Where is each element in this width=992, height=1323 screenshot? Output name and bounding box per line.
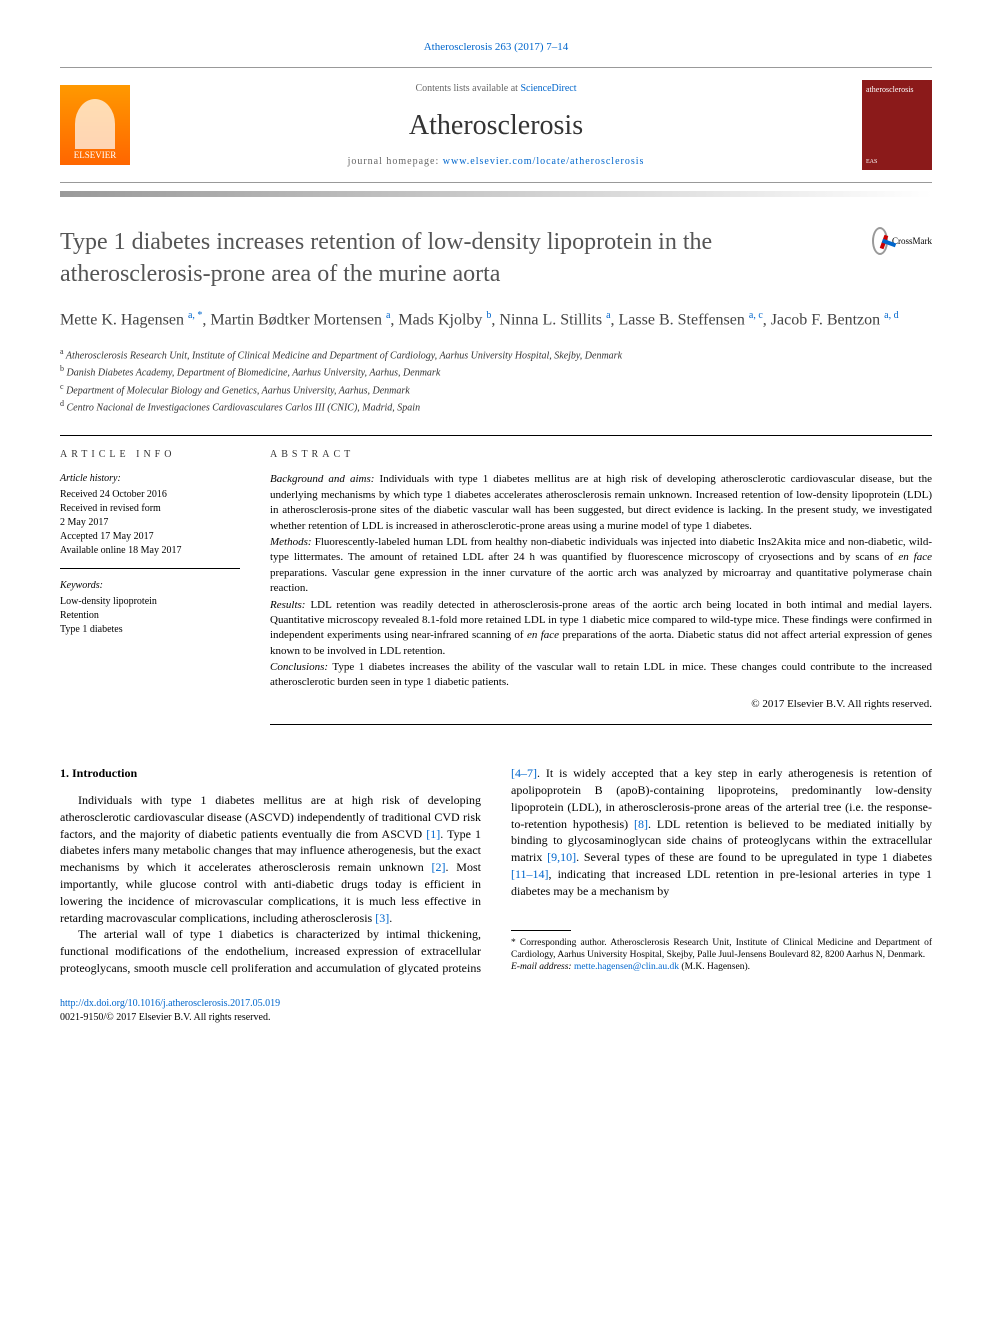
corresponding-email-link[interactable]: mette.hagensen@clin.au.dk: [574, 962, 679, 972]
elsevier-tree-icon: [75, 99, 115, 149]
affiliations: a Atherosclerosis Research Unit, Institu…: [60, 346, 932, 415]
affiliation-line: a Atherosclerosis Research Unit, Institu…: [60, 346, 932, 363]
body-columns: 1. Introduction Individuals with type 1 …: [60, 765, 932, 977]
citation-ref[interactable]: [1]: [426, 827, 440, 841]
author-list: Mette K. Hagensen a, *, Martin Bødtker M…: [60, 308, 932, 332]
keywords-section: Keywords: Low-density lipoproteinRetenti…: [60, 579, 240, 647]
history-line: Available online 18 May 2017: [60, 544, 240, 558]
keywords-label: Keywords:: [60, 579, 240, 593]
keyword: Type 1 diabetes: [60, 623, 240, 637]
crossmark-icon: [872, 227, 888, 255]
affiliation-line: c Department of Molecular Biology and Ge…: [60, 381, 932, 398]
citation-ref[interactable]: [4–7]: [511, 766, 537, 780]
article-history: Article history: Received 24 October 201…: [60, 472, 240, 569]
contents-available: Contents lists available at ScienceDirec…: [150, 82, 842, 96]
keyword: Low-density lipoprotein: [60, 595, 240, 609]
body-paragraph: Individuals with type 1 diabetes mellitu…: [60, 792, 481, 926]
history-label: Article history:: [60, 472, 240, 486]
header-center: Contents lists available at ScienceDirec…: [150, 82, 842, 169]
journal-homepage: journal homepage: www.elsevier.com/locat…: [150, 155, 842, 169]
section-heading-introduction: 1. Introduction: [60, 765, 481, 782]
affiliation-line: d Centro Nacional de Investigaciones Car…: [60, 398, 932, 415]
title-row: Type 1 diabetes increases retention of l…: [60, 227, 932, 289]
history-line: Accepted 17 May 2017: [60, 530, 240, 544]
footnotes: * Corresponding author. Atherosclerosis …: [511, 937, 932, 974]
gradient-divider: [60, 191, 932, 197]
issn-copyright: 0021-9150/© 2017 Elsevier B.V. All right…: [60, 1011, 932, 1025]
article-info: ARTICLE INFO Article history: Received 2…: [60, 435, 240, 725]
journal-name: Atherosclerosis: [150, 106, 842, 145]
abstract-section: Conclusions: Type 1 diabetes increases t…: [270, 660, 932, 691]
corresponding-author: * Corresponding author. Atherosclerosis …: [511, 937, 932, 962]
copyright-line: © 2017 Elsevier B.V. All rights reserved…: [270, 697, 932, 712]
journal-cover-thumbnail: atherosclerosis EAS: [862, 80, 932, 170]
abstract-heading: ABSTRACT: [270, 448, 932, 462]
citation-ref[interactable]: [3]: [375, 911, 389, 925]
elsevier-logo: ELSEVIER: [60, 85, 130, 165]
history-line: Received in revised form: [60, 502, 240, 516]
abstract-section: Background and aims: Individuals with ty…: [270, 472, 932, 534]
journal-header: ELSEVIER Contents lists available at Sci…: [60, 67, 932, 183]
article-info-heading: ARTICLE INFO: [60, 448, 240, 462]
sciencedirect-link[interactable]: ScienceDirect: [520, 83, 576, 94]
info-abstract-row: ARTICLE INFO Article history: Received 2…: [60, 435, 932, 725]
email-line: E-mail address: mette.hagensen@clin.au.d…: [511, 961, 932, 973]
citation-header: Atherosclerosis 263 (2017) 7–14: [60, 40, 932, 55]
citation-ref[interactable]: [11–14]: [511, 867, 549, 881]
citation-ref[interactable]: [9,10]: [547, 850, 576, 864]
citation-ref[interactable]: [2]: [432, 860, 446, 874]
abstract-section: Results: LDL retention was readily detec…: [270, 598, 932, 660]
doi-footer: http://dx.doi.org/10.1016/j.atherosclero…: [60, 997, 932, 1025]
footnote-separator: [511, 930, 571, 931]
doi-link[interactable]: http://dx.doi.org/10.1016/j.atherosclero…: [60, 998, 280, 1009]
abstract: ABSTRACT Background and aims: Individual…: [270, 435, 932, 725]
affiliation-line: b Danish Diabetes Academy, Department of…: [60, 363, 932, 380]
citation-ref[interactable]: [8]: [634, 817, 648, 831]
homepage-link[interactable]: www.elsevier.com/locate/atherosclerosis: [443, 156, 645, 167]
abstract-section: Methods: Fluorescently-labeled human LDL…: [270, 535, 932, 597]
publisher-name: ELSEVIER: [74, 149, 117, 162]
crossmark-badge[interactable]: CrossMark: [872, 227, 932, 255]
article-title: Type 1 diabetes increases retention of l…: [60, 227, 852, 289]
history-line: 2 May 2017: [60, 516, 240, 530]
keyword: Retention: [60, 609, 240, 623]
history-line: Received 24 October 2016: [60, 488, 240, 502]
